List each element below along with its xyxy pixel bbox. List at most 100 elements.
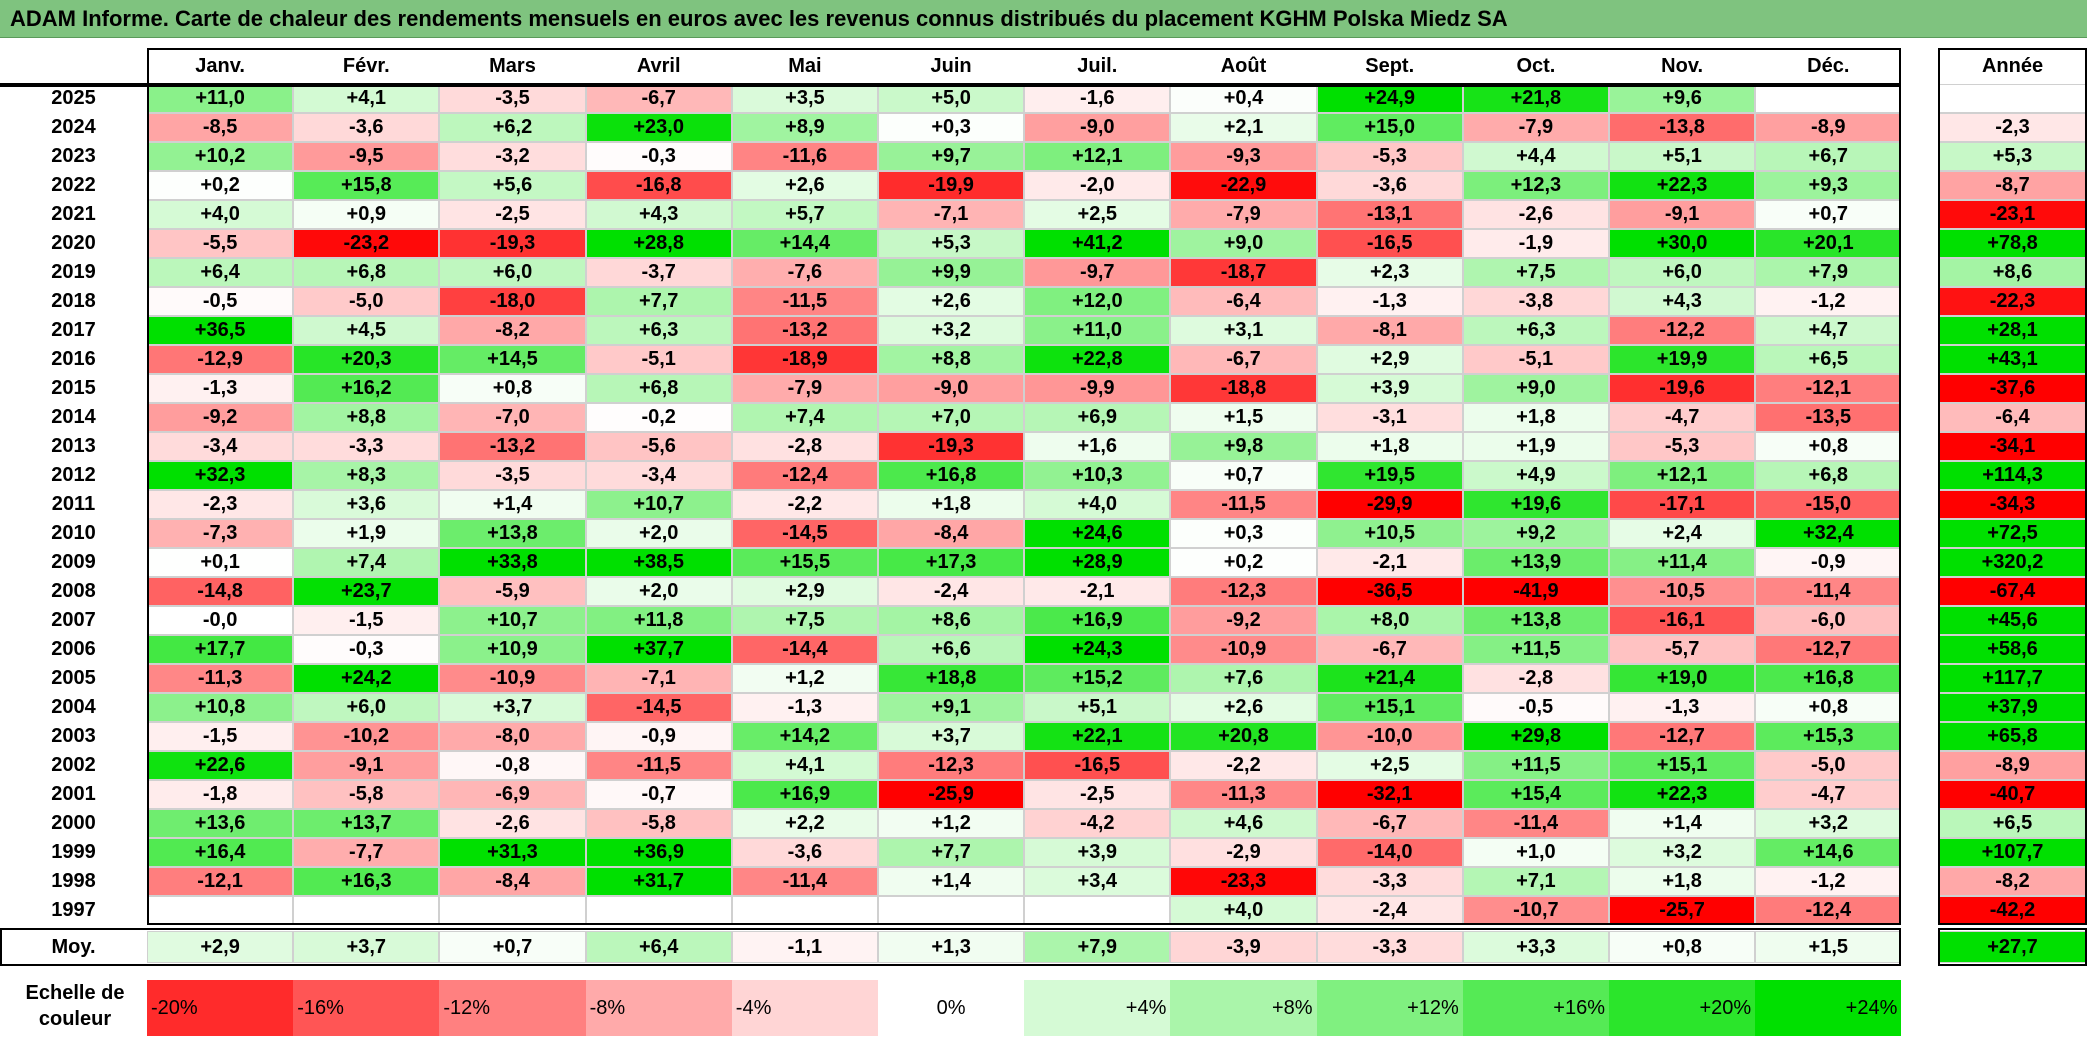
- heatmap-cell: +11,0: [1024, 316, 1171, 345]
- heatmap-cell: +28,9: [1024, 548, 1171, 577]
- heatmap-cell: -1,2: [1755, 287, 1902, 316]
- heatmap-cell: +11,4: [1609, 548, 1756, 577]
- heatmap-cell: +6,3: [585, 316, 732, 345]
- scale-swatch: +8%: [1170, 980, 1317, 1036]
- heatmap-cell: -1,5: [293, 606, 440, 635]
- year-column-header: Année: [1938, 48, 2087, 84]
- heatmap-cell: -0,9: [585, 722, 732, 751]
- heatmap-cell: -0,0: [147, 606, 294, 635]
- heatmap-cell: +36,9: [585, 838, 732, 867]
- heatmap-cell: -17,1: [1609, 490, 1756, 519]
- heatmap-cell: -7,1: [878, 200, 1025, 229]
- annual-cell: +320,2: [1938, 548, 2087, 577]
- year-label: 2016: [0, 345, 147, 374]
- annual-cell: +8,6: [1938, 258, 2087, 287]
- annual-cell: -67,4: [1938, 577, 2087, 606]
- heatmap-cell: -8,5: [147, 113, 294, 142]
- year-label: 2005: [0, 664, 147, 693]
- heatmap-cell: +28,8: [585, 229, 732, 258]
- heatmap-cell: +15,8: [293, 171, 440, 200]
- heatmap-cell: +5,0: [878, 84, 1025, 113]
- heatmap-cell: -10,5: [1609, 577, 1756, 606]
- heatmap-cell: -3,6: [731, 838, 878, 867]
- heatmap-cell: +10,3: [1024, 461, 1171, 490]
- heatmap-cell: +1,2: [731, 664, 878, 693]
- heatmap-cell: +1,0: [1462, 838, 1609, 867]
- heatmap-cell: +21,8: [1462, 84, 1609, 113]
- heatmap-cell: -2,2: [1170, 751, 1317, 780]
- heatmap-cell: -16,5: [1316, 229, 1463, 258]
- heatmap-cell: -10,7: [1462, 896, 1609, 925]
- heatmap-cell: +11,5: [1462, 635, 1609, 664]
- heatmap-cell: +20,3: [293, 345, 440, 374]
- heatmap-cell: +13,6: [147, 809, 294, 838]
- heatmap-cell: +6,8: [293, 258, 440, 287]
- heatmap-cell: -7,1: [585, 664, 732, 693]
- heatmap-cell: +2,0: [585, 519, 732, 548]
- column-header: Avril: [585, 48, 732, 84]
- heatmap-cell: -12,4: [731, 461, 878, 490]
- scale-swatch: -20%: [147, 980, 294, 1036]
- heatmap-cell: +7,5: [731, 606, 878, 635]
- heatmap-cell: -2,6: [1462, 200, 1609, 229]
- heatmap-cell: -7,9: [1462, 113, 1609, 142]
- heatmap-cell: -2,4: [878, 577, 1025, 606]
- heatmap-cell: -9,2: [147, 403, 294, 432]
- heatmap-cell: +15,0: [1316, 113, 1463, 142]
- column-header: Juin: [878, 48, 1025, 84]
- heatmap-cell: [731, 896, 878, 925]
- column-header: Sept.: [1316, 48, 1463, 84]
- year-label: 2017: [0, 316, 147, 345]
- heatmap-cell: -1,3: [731, 693, 878, 722]
- heatmap-cell: +3,2: [1609, 838, 1756, 867]
- heatmap-cell: -7,6: [731, 258, 878, 287]
- heatmap-cell: +6,2: [439, 113, 586, 142]
- heatmap-cell: -8,9: [1755, 113, 1902, 142]
- heatmap-cell: -12,7: [1609, 722, 1756, 751]
- heatmap-cell: +2,3: [1316, 258, 1463, 287]
- heatmap-cell: +3,7: [878, 722, 1025, 751]
- heatmap-cell: +7,6: [1170, 664, 1317, 693]
- heatmap-cell: -9,9: [1024, 374, 1171, 403]
- heatmap-cell: -0,2: [585, 403, 732, 432]
- average-cell: +3,7: [293, 931, 440, 963]
- heatmap-cell: -1,8: [147, 780, 294, 809]
- heatmap-cell: +5,3: [878, 229, 1025, 258]
- heatmap-cell: +7,9: [1755, 258, 1902, 287]
- heatmap-cell: +3,2: [1755, 809, 1902, 838]
- heatmap-cell: -1,9: [1462, 229, 1609, 258]
- heatmap-cell: +4,0: [1170, 896, 1317, 925]
- heatmap-cell: +4,1: [293, 84, 440, 113]
- heatmap-cell: +8,8: [293, 403, 440, 432]
- scale-label: Echelle de couleur: [25, 982, 125, 1030]
- heatmap-cell: -9,0: [1024, 113, 1171, 142]
- heatmap-cell: +16,9: [731, 780, 878, 809]
- heatmap-cell: +6,5: [1755, 345, 1902, 374]
- average-cell: -3,3: [1316, 931, 1463, 963]
- heatmap-cell: +1,6: [1024, 432, 1171, 461]
- average-label: Moy.: [0, 931, 147, 963]
- heatmap-cell: +12,1: [1609, 461, 1756, 490]
- heatmap-cell: -9,1: [293, 751, 440, 780]
- heatmap-cell: -23,2: [293, 229, 440, 258]
- heatmap-cell: +11,5: [1462, 751, 1609, 780]
- column-header: Févr.: [293, 48, 440, 84]
- heatmap-cell: +31,7: [585, 867, 732, 896]
- heatmap-cell: -4,7: [1755, 780, 1902, 809]
- heatmap-cell: +3,2: [878, 316, 1025, 345]
- heatmap-cell: -2,1: [1316, 548, 1463, 577]
- annual-cell: +28,1: [1938, 316, 2087, 345]
- heatmap-cell: -10,0: [1316, 722, 1463, 751]
- heatmap-cell: -41,9: [1462, 577, 1609, 606]
- year-label: 2024: [0, 113, 147, 142]
- heatmap-cell: +4,0: [1024, 490, 1171, 519]
- average-cell: +3,3: [1462, 931, 1609, 963]
- year-label: 2002: [0, 751, 147, 780]
- heatmap-cell: -13,2: [439, 432, 586, 461]
- annual-cell: +107,7: [1938, 838, 2087, 867]
- heatmap-cell: +0,4: [1170, 84, 1317, 113]
- heatmap-cell: +1,8: [1462, 403, 1609, 432]
- year-label: 2018: [0, 287, 147, 316]
- heatmap-cell: -12,7: [1755, 635, 1902, 664]
- annual-cell: -2,3: [1938, 113, 2087, 142]
